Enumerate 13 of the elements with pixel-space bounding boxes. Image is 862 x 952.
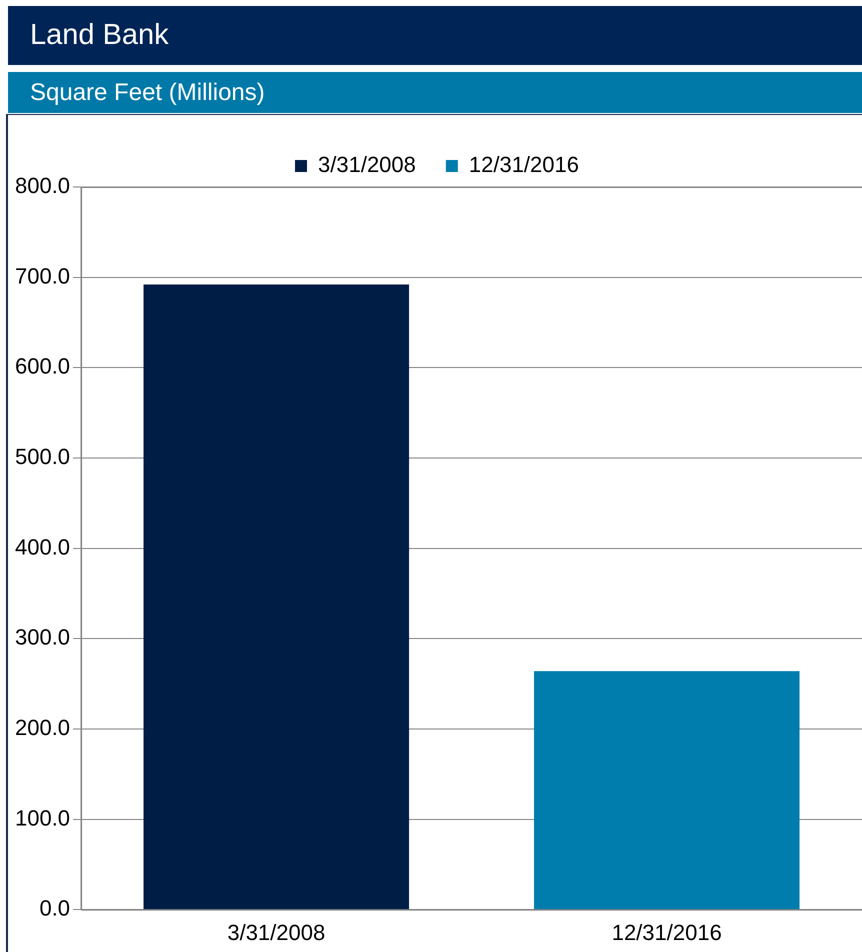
y-tick-label: 300.0 <box>14 624 70 650</box>
chart-subtitle: Square Feet (Millions) <box>8 72 862 113</box>
y-tick-label: 600.0 <box>14 354 70 379</box>
legend-label: 12/31/2016 <box>468 152 579 178</box>
legend-label: 3/31/2008 <box>318 152 416 178</box>
y-tick-label: 500.0 <box>14 444 70 470</box>
y-tick-label: 700.0 <box>14 263 70 288</box>
y-tick-label: 800.0 <box>14 173 70 198</box>
y-tick-label: 0.0 <box>39 896 70 921</box>
y-tick-label: 400.0 <box>14 534 70 560</box>
y-tick-label: 200.0 <box>14 715 70 740</box>
chart-title: Land Bank <box>8 6 862 65</box>
y-tick-label: 100.0 <box>14 805 70 830</box>
